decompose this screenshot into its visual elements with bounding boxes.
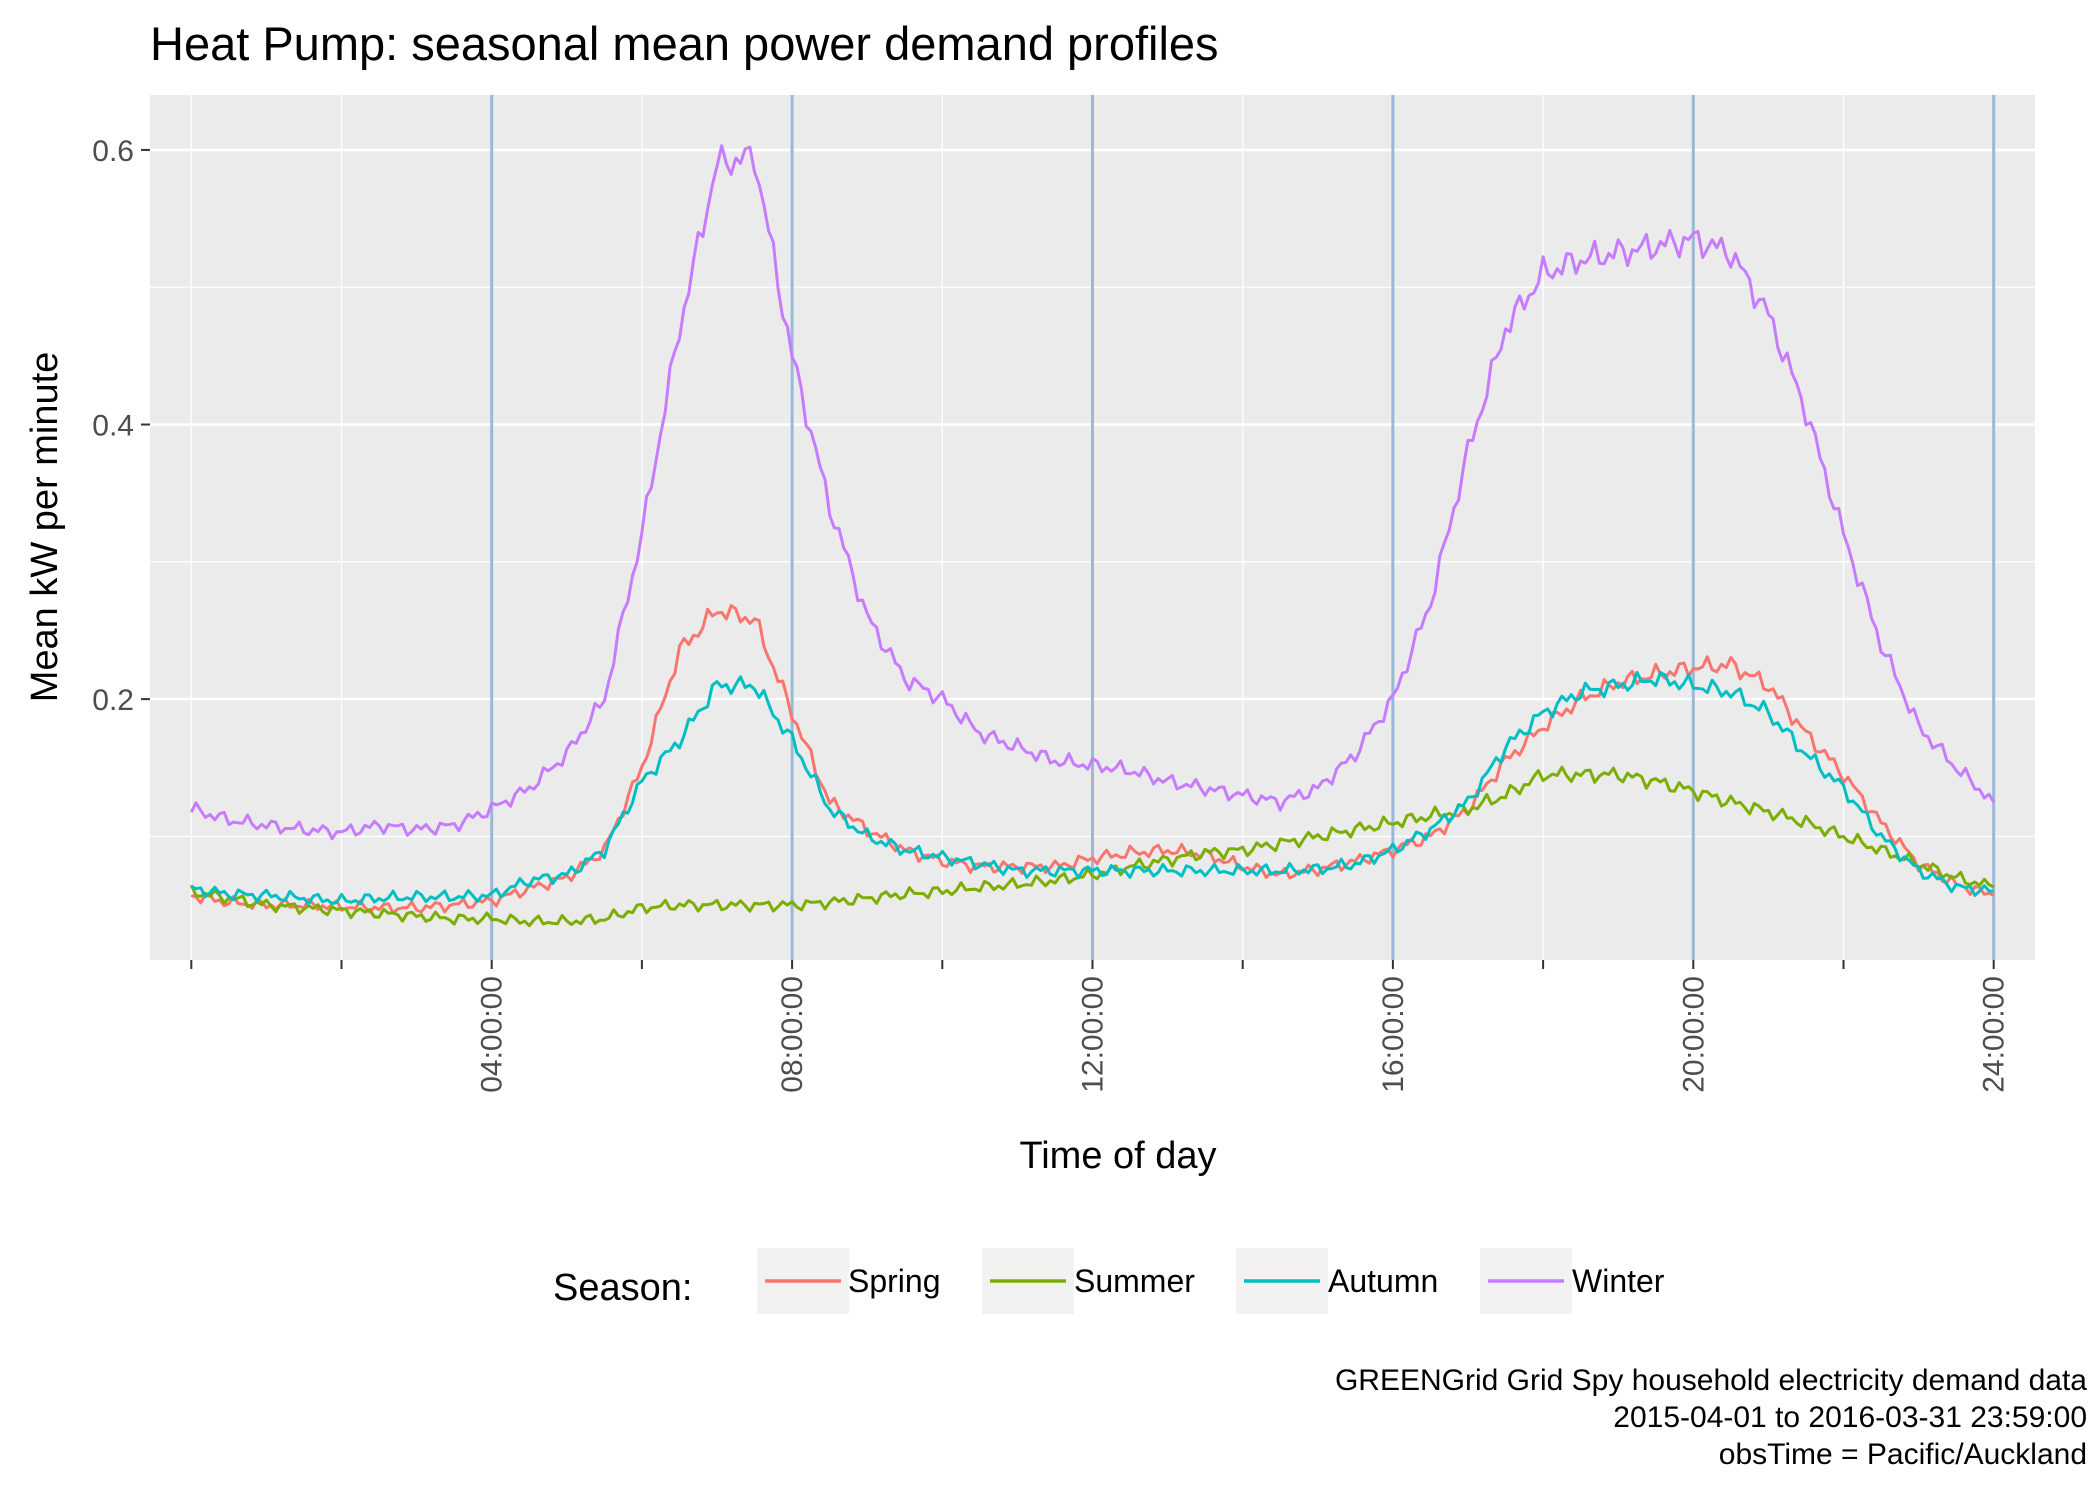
y-tick-label: 0.6 [92,135,134,168]
y-tick-label: 0.4 [92,410,134,443]
y-tick-label: 0.2 [92,684,134,717]
caption-line-2: 2015-04-01 to 2016-03-31 23:59:00 [1613,1401,2087,1434]
x-tick-label: 24:00:00 [1978,976,2011,1093]
legend-label-autumn: Autumn [1328,1263,1438,1299]
x-tick-label: 16:00:00 [1377,976,1410,1093]
legend-label-winter: Winter [1572,1263,1665,1299]
series-line-winter [189,144,1995,841]
series-line-autumn [190,670,1994,906]
y-axis-title: Mean kW per minute [24,352,66,703]
x-tick-label: 12:00:00 [1077,976,1110,1093]
x-tick-label: 04:00:00 [476,976,509,1093]
x-axis-title: Time of day [1019,1135,1216,1177]
series-layer [189,144,1995,928]
legend-label-summer: Summer [1074,1263,1195,1299]
chart-title: Heat Pump: seasonal mean power demand pr… [150,17,1219,70]
x-tick-label: 20:00:00 [1677,976,1710,1093]
caption-line-1: GREENGrid Grid Spy household electricity… [1335,1364,2087,1397]
caption: GREENGrid Grid Spy household electricity… [1335,1364,2087,1471]
y-axis: 0.2 0.4 0.6 [92,135,150,717]
series-line-spring [190,604,1995,915]
caption-line-3: obsTime = Pacific/Auckland [1719,1438,2087,1471]
x-axis: 04:00:00 08:00:00 12:00:00 16:00:00 20:00:00… [190,960,2011,1093]
legend-title: Season: [553,1267,692,1309]
vertical-reference-lines [490,95,1996,960]
legend-label-spring: Spring [848,1263,941,1299]
series-line-summer [189,765,1995,928]
legend: Season: Spring Summer Autumn Winter [553,1248,1665,1314]
x-tick-label: 08:00:00 [776,976,809,1093]
